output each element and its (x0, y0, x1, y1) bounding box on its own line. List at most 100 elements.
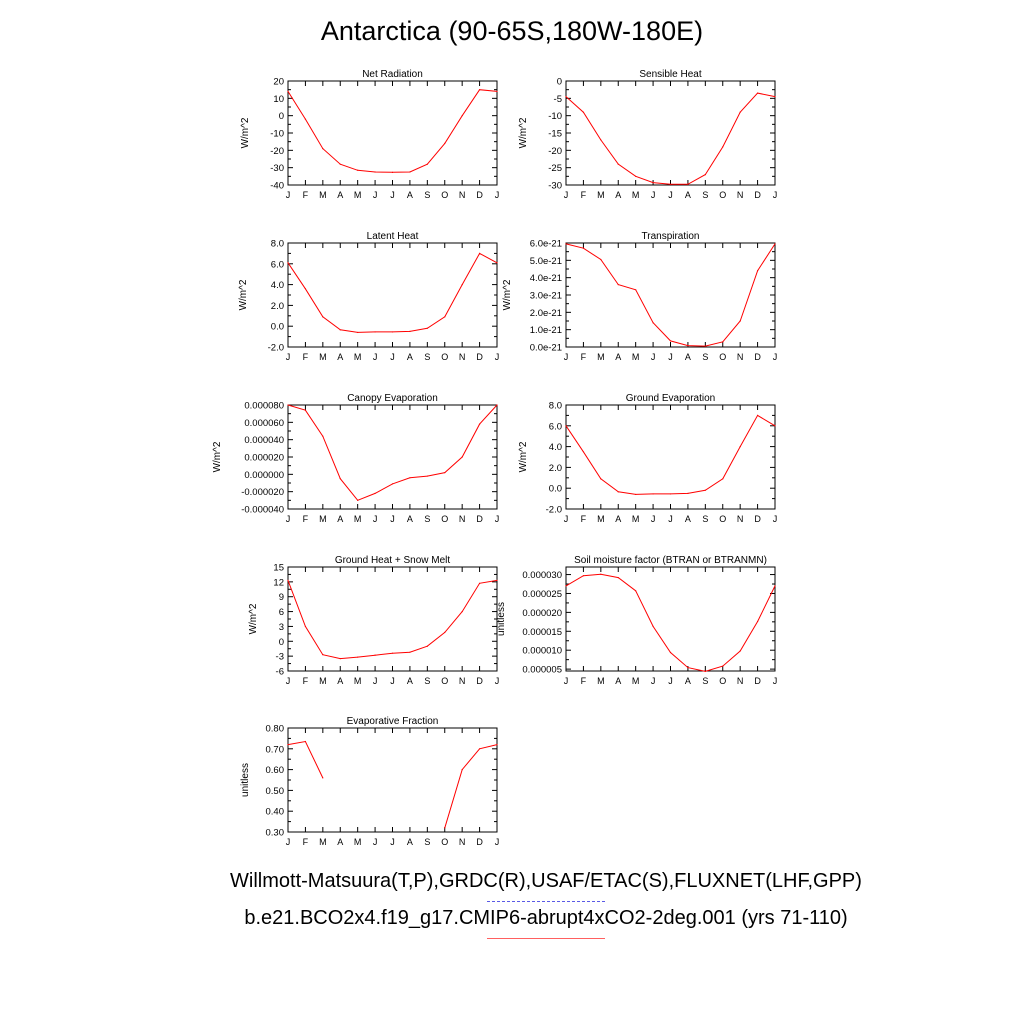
data-point (704, 345, 706, 347)
x-tick-label: O (719, 676, 726, 686)
x-tick-label: J (651, 514, 656, 524)
y-axis-label: W/m^2 (502, 279, 513, 310)
x-tick-label: M (319, 190, 327, 200)
x-tick-label: O (719, 190, 726, 200)
x-tick-label: N (459, 514, 466, 524)
y-tick-label: 0.0e-21 (530, 343, 562, 354)
figure-title: Antarctica (90-65S,180W-180E) (320, 16, 704, 46)
data-point (756, 92, 759, 94)
data-point (582, 111, 585, 113)
data-point (304, 625, 307, 628)
data-point (687, 492, 689, 494)
x-tick-label: A (407, 352, 413, 362)
y-tick-label: -20 (270, 146, 284, 157)
plot-frame (287, 404, 498, 510)
y-tick-label: -30 (548, 181, 562, 192)
data-point (687, 345, 689, 347)
data-point (704, 174, 706, 176)
x-tick-label: F (581, 352, 587, 362)
x-tick-label: S (702, 514, 708, 524)
x-tick-label: M (597, 676, 605, 686)
data-point (461, 284, 463, 286)
x-tick-label: J (495, 352, 500, 362)
y-tick-label: 1.0e-21 (530, 325, 562, 336)
data-point (287, 579, 289, 581)
data-point (756, 620, 759, 623)
series-line (287, 579, 498, 660)
x-tick-label: J (773, 514, 778, 524)
plot-frame (287, 80, 498, 186)
x-tick-label: J (564, 352, 569, 362)
y-tick-label: 0.30 (266, 828, 285, 839)
x-tick-label: A (407, 837, 413, 847)
panel-title: Evaporative Fraction (347, 716, 439, 727)
data-point (444, 472, 446, 474)
x-tick-label: M (354, 352, 362, 362)
x-tick-label: A (407, 190, 413, 200)
data-point (496, 579, 498, 581)
data-point (461, 456, 463, 458)
y-tick-label: 0.0 (549, 484, 562, 495)
x-tick-label: M (632, 190, 640, 200)
x-tick-label: J (495, 837, 500, 847)
x-tick-label: A (337, 190, 343, 200)
data-point (722, 146, 724, 148)
x-tick-label: J (373, 837, 378, 847)
data-point (461, 115, 463, 117)
data-point (600, 573, 602, 575)
x-tick-label: N (737, 352, 744, 362)
data-point (339, 478, 341, 480)
data-point (635, 493, 637, 496)
y-tick-label: 3 (279, 622, 284, 633)
x-tick-label: M (597, 514, 605, 524)
y-tick-label: 2.0 (271, 301, 284, 312)
x-tick-label: M (632, 352, 640, 362)
x-tick-label: M (319, 676, 327, 686)
data-point (582, 247, 585, 249)
y-tick-label: 0.0 (271, 322, 284, 333)
series-line (565, 414, 776, 495)
data-point (565, 243, 567, 245)
y-tick-label: 0.000030 (522, 570, 562, 581)
x-tick-label: A (615, 190, 621, 200)
x-tick-label: J (668, 514, 673, 524)
data-point (322, 316, 324, 318)
x-tick-label: N (737, 514, 744, 524)
x-tick-label: M (354, 676, 362, 686)
x-tick-label: A (407, 514, 413, 524)
x-tick-label: J (564, 190, 569, 200)
data-point (617, 576, 619, 579)
series-line (287, 89, 498, 173)
series-line (444, 744, 498, 828)
panel-title: Transpiration (642, 231, 700, 242)
y-tick-label: 5.0e-21 (530, 256, 562, 267)
x-tick-label: N (459, 676, 466, 686)
x-tick-label: N (737, 676, 744, 686)
data-point (635, 289, 637, 291)
data-point (600, 139, 602, 141)
data-point (722, 478, 724, 480)
data-point (669, 493, 672, 495)
plot-frame (565, 566, 776, 672)
y-tick-label: -10 (270, 129, 284, 140)
data-point (739, 111, 741, 113)
data-point (374, 492, 376, 494)
data-point (478, 252, 481, 254)
data-point (287, 90, 289, 92)
data-point (426, 475, 428, 477)
x-tick-label: O (441, 352, 448, 362)
data-point (652, 181, 654, 184)
y-tick-label: -10 (548, 111, 562, 122)
data-point (287, 744, 289, 746)
x-tick-label: M (632, 676, 640, 686)
panel-title: Ground Heat + Snow Melt (335, 555, 451, 566)
data-point (739, 320, 741, 322)
x-tick-label: S (424, 352, 430, 362)
y-axis-label: W/m^2 (212, 441, 223, 472)
x-tick-label: A (337, 676, 343, 686)
x-tick-label: J (773, 190, 778, 200)
y-axis-label: W/m^2 (248, 603, 259, 634)
